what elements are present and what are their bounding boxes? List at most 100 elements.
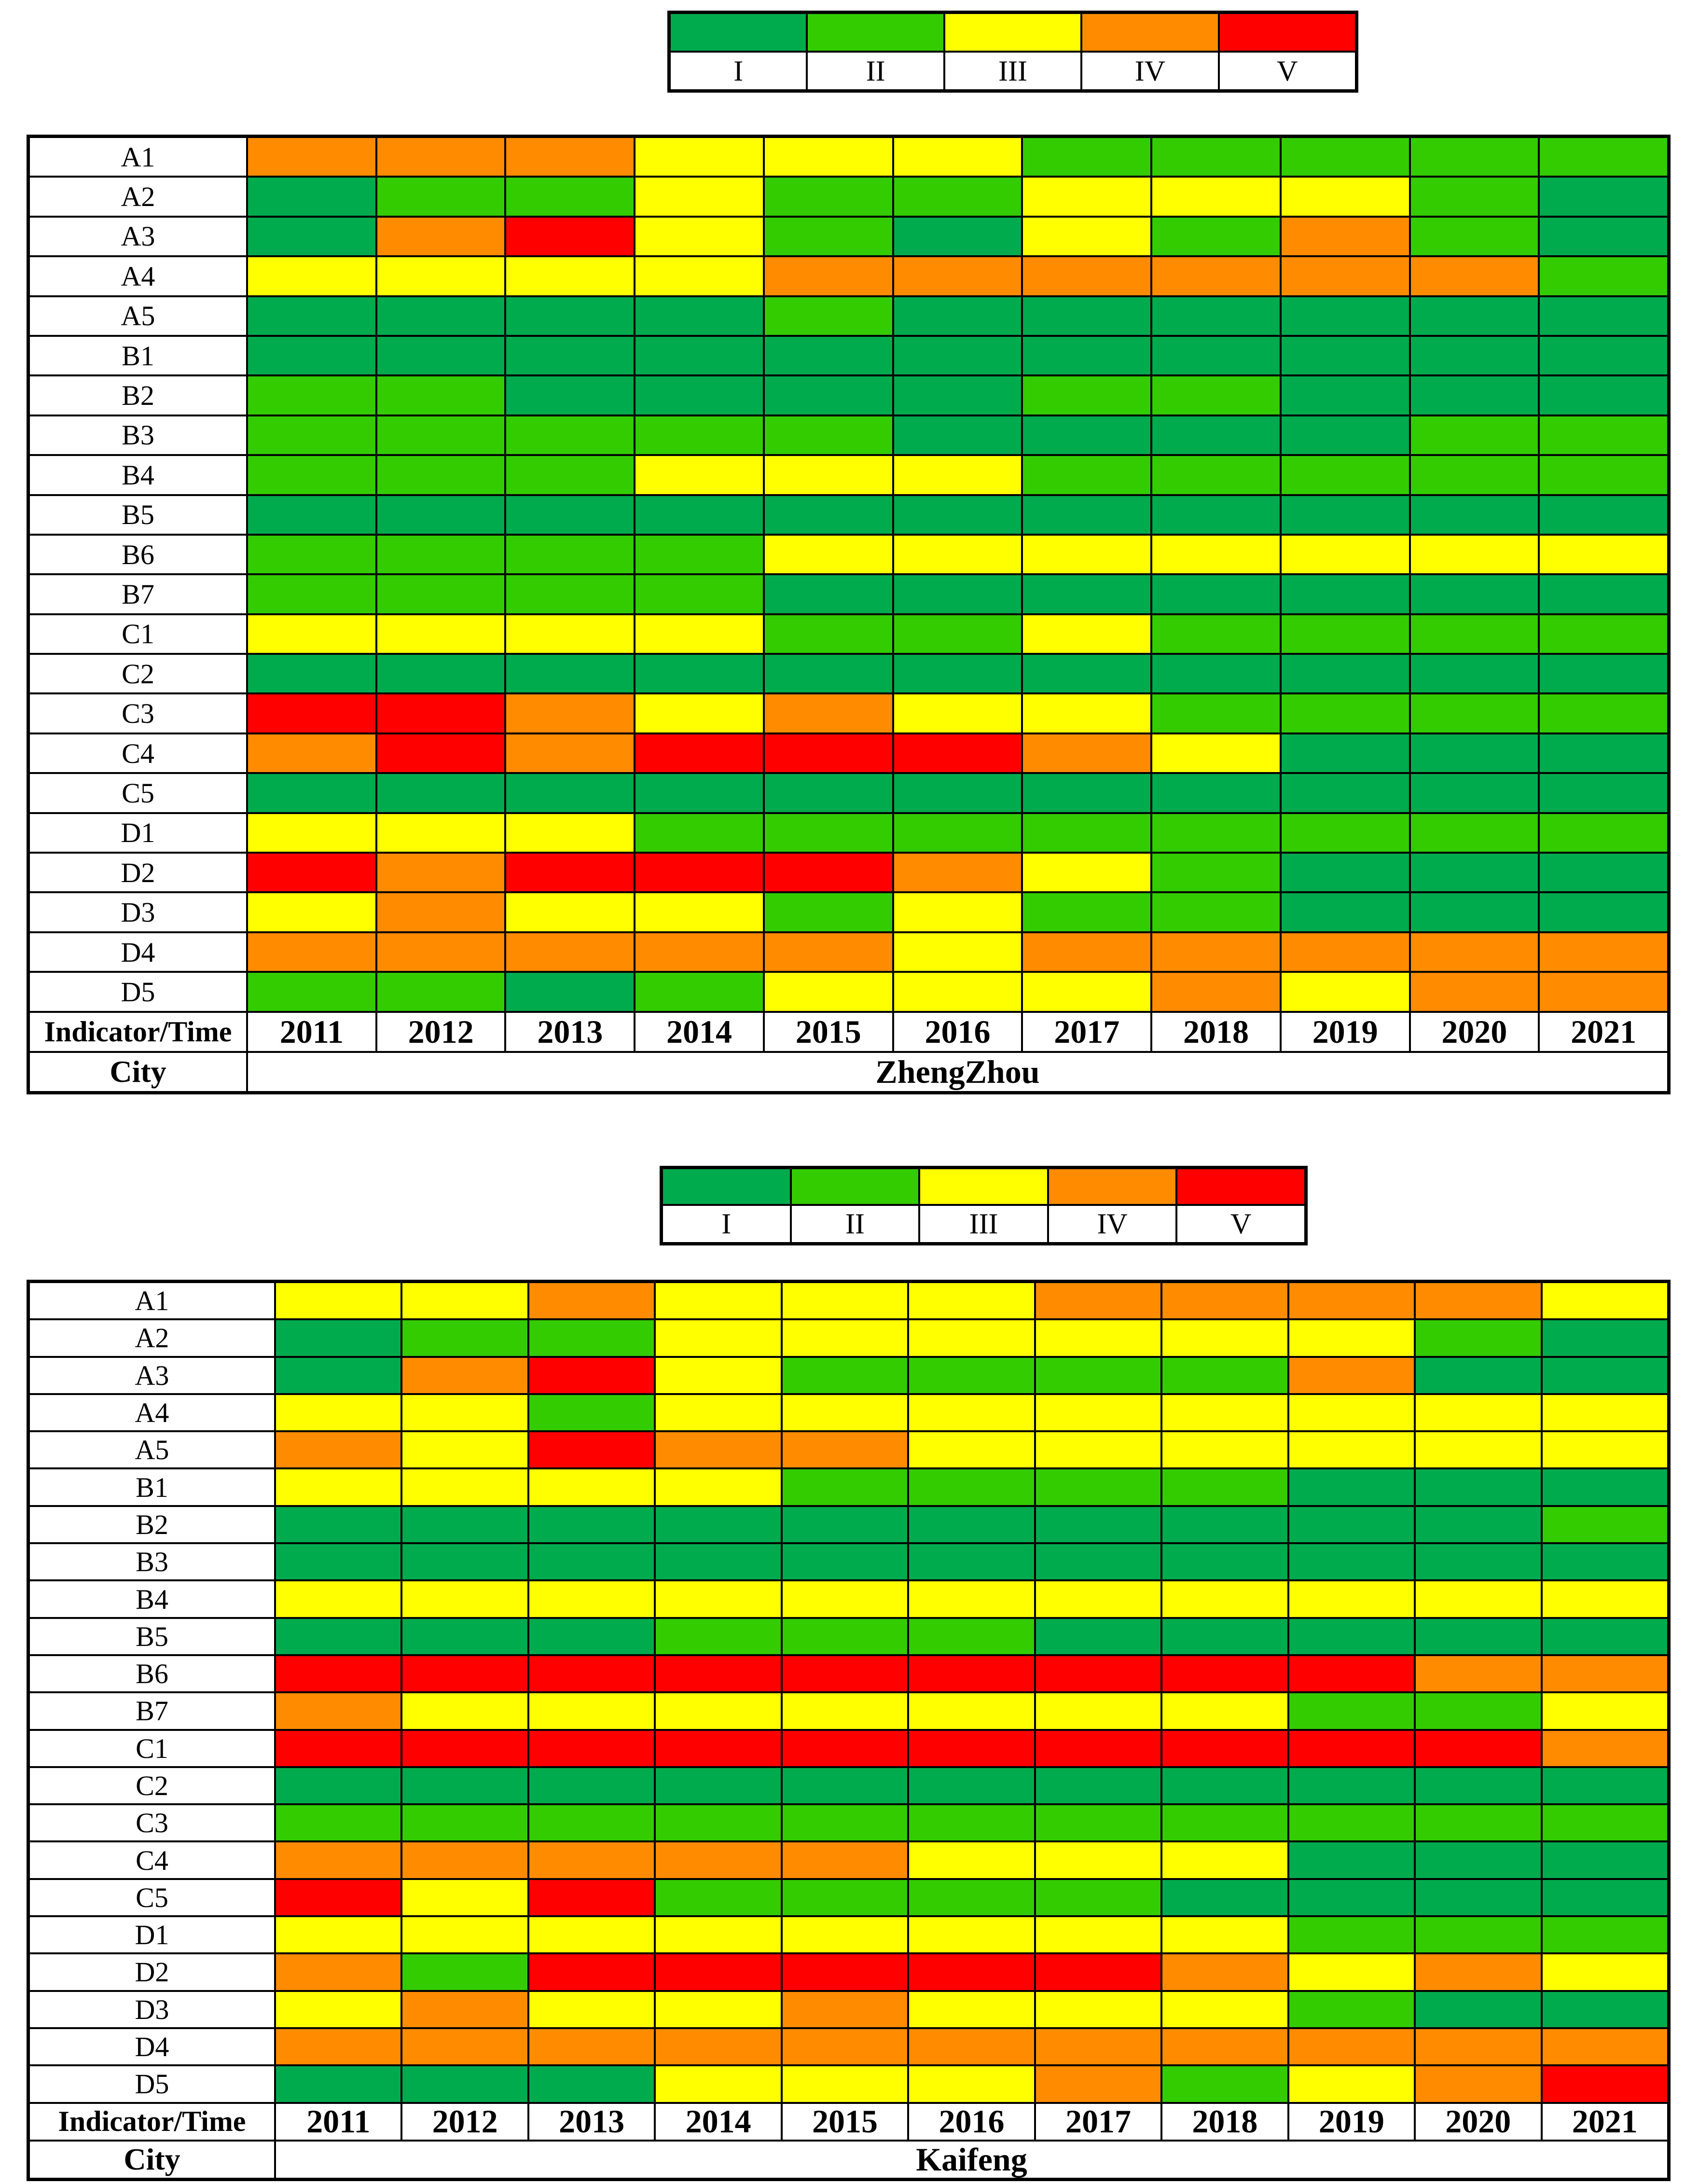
heat-cell-Kaifeng-C3-2019: [1288, 1804, 1415, 1842]
heat-cell-ZhengZhou-D4-2017: [1022, 932, 1152, 972]
heat-cell-Kaifeng-D2-2017: [1035, 1953, 1162, 1991]
heat-cell-Kaifeng-C3-2018: [1161, 1804, 1288, 1842]
legend-label-V: V: [1176, 1205, 1305, 1243]
heat-cell-ZhengZhou-C1-2014: [635, 614, 764, 654]
heat-cell-ZhengZhou-A2-2019: [1280, 177, 1410, 217]
heat-cell-ZhengZhou-B7-2018: [1151, 574, 1281, 614]
heat-cell-Kaifeng-B7-2015: [781, 1692, 909, 1730]
heat-cell-Kaifeng-D2-2013: [528, 1953, 655, 1991]
heat-cell-Kaifeng-C4-2019: [1288, 1841, 1415, 1879]
heat-cell-ZhengZhou-B4-2014: [635, 455, 764, 495]
heat-cell-ZhengZhou-B5-2019: [1280, 495, 1410, 535]
heat-cell-Kaifeng-A4-2020: [1415, 1394, 1542, 1432]
heat-cell-Kaifeng-A5-2019: [1288, 1431, 1415, 1469]
heat-cell-Kaifeng-A5-2017: [1035, 1431, 1162, 1469]
row-label-C1: C1: [29, 1729, 275, 1767]
heat-cell-ZhengZhou-A4-2017: [1022, 256, 1152, 296]
heat-cell-ZhengZhou-C5-2011: [247, 773, 376, 813]
heat-cell-Kaifeng-B5-2012: [401, 1617, 528, 1655]
heat-cell-ZhengZhou-A5-2011: [247, 296, 376, 336]
heat-cell-Kaifeng-D2-2014: [655, 1953, 782, 1991]
heat-cell-ZhengZhou-B3-2011: [247, 415, 376, 456]
heat-cell-Kaifeng-C3-2021: [1541, 1804, 1668, 1842]
heat-cell-Kaifeng-C2-2014: [655, 1767, 782, 1805]
heat-cell-Kaifeng-D3-2018: [1161, 1990, 1288, 2028]
heat-cell-ZhengZhou-C3-2014: [635, 693, 764, 733]
heat-cell-Kaifeng-B3-2014: [655, 1543, 782, 1581]
heat-cell-ZhengZhou-A2-2011: [247, 177, 376, 217]
heat-cell-ZhengZhou-C4-2018: [1151, 733, 1281, 774]
heat-cell-Kaifeng-D2-2018: [1161, 1953, 1288, 1991]
row-label-A1: A1: [29, 137, 247, 177]
heat-cell-ZhengZhou-B4-2012: [376, 455, 506, 495]
row-label-D1: D1: [29, 1916, 275, 1954]
heat-cell-ZhengZhou-B5-2013: [505, 495, 635, 535]
heat-cell-Kaifeng-C2-2015: [781, 1767, 909, 1805]
row-label-D2: D2: [29, 1953, 275, 1991]
heat-cell-ZhengZhou-C2-2021: [1539, 654, 1668, 694]
heat-cell-ZhengZhou-A3-2018: [1151, 216, 1281, 257]
heat-cell-Kaifeng-C2-2016: [908, 1767, 1035, 1805]
heat-cell-Kaifeng-C5-2015: [781, 1879, 909, 1917]
legend-label-III: III: [919, 1205, 1048, 1243]
heat-cell-ZhengZhou-C3-2011: [247, 693, 376, 733]
corner-label: Indicator/Time: [29, 2102, 275, 2141]
heat-cell-ZhengZhou-A4-2021: [1539, 256, 1668, 296]
heat-cell-ZhengZhou-B1-2016: [893, 335, 1022, 376]
legend-zhengzhou: I II III IV V: [667, 11, 1358, 93]
heat-cell-Kaifeng-B3-2015: [781, 1543, 909, 1581]
row-label-B5: B5: [29, 1617, 275, 1655]
heat-cell-Kaifeng-C5-2011: [275, 1879, 402, 1917]
heat-cell-ZhengZhou-B5-2016: [893, 495, 1022, 535]
heat-cell-Kaifeng-A3-2011: [275, 1356, 402, 1394]
heat-cell-Kaifeng-C3-2013: [528, 1804, 655, 1842]
heat-cell-Kaifeng-D3-2019: [1288, 1990, 1415, 2028]
heat-cell-ZhengZhou-D3-2021: [1539, 892, 1668, 932]
heat-cell-Kaifeng-A2-2016: [908, 1319, 1035, 1357]
heat-cell-Kaifeng-B4-2019: [1288, 1580, 1415, 1618]
heat-cell-Kaifeng-B3-2021: [1541, 1543, 1668, 1581]
heat-cell-Kaifeng-B7-2011: [275, 1692, 402, 1730]
heat-cell-ZhengZhou-D4-2018: [1151, 932, 1281, 972]
heat-cell-ZhengZhou-B3-2019: [1280, 415, 1410, 456]
row-label-D1: D1: [29, 813, 247, 853]
heat-cell-Kaifeng-D5-2011: [275, 2065, 402, 2103]
heat-cell-ZhengZhou-A3-2014: [635, 216, 764, 257]
heat-cell-ZhengZhou-B6-2021: [1539, 534, 1668, 575]
heat-cell-Kaifeng-B2-2012: [401, 1506, 528, 1544]
heat-cell-Kaifeng-D2-2020: [1415, 1953, 1542, 1991]
heat-cell-Kaifeng-B2-2017: [1035, 1506, 1162, 1544]
heat-cell-ZhengZhou-A5-2012: [376, 296, 506, 336]
heat-cell-ZhengZhou-B5-2017: [1022, 495, 1152, 535]
heat-cell-Kaifeng-C2-2019: [1288, 1767, 1415, 1805]
heat-cell-ZhengZhou-B6-2012: [376, 534, 506, 575]
row-label-A5: A5: [29, 296, 247, 336]
heat-cell-Kaifeng-A5-2021: [1541, 1431, 1668, 1469]
heat-cell-ZhengZhou-C3-2016: [893, 693, 1022, 733]
heat-cell-Kaifeng-C3-2015: [781, 1804, 909, 1842]
heat-cell-Kaifeng-D1-2012: [401, 1916, 528, 1954]
legend-label-II: II: [807, 52, 944, 90]
row-label-D4: D4: [29, 932, 247, 972]
heat-cell-Kaifeng-A4-2013: [528, 1394, 655, 1432]
heat-cell-Kaifeng-B7-2014: [655, 1692, 782, 1730]
heat-cell-ZhengZhou-B2-2018: [1151, 375, 1281, 415]
heat-cell-Kaifeng-C4-2012: [401, 1841, 528, 1879]
heat-cell-Kaifeng-A4-2012: [401, 1394, 528, 1432]
heat-cell-ZhengZhou-D2-2016: [893, 853, 1022, 893]
row-label-A2: A2: [29, 1319, 275, 1357]
row-label-C4: C4: [29, 733, 247, 774]
legend-swatch-IV: [1048, 1168, 1177, 1205]
heat-cell-ZhengZhou-C2-2012: [376, 654, 506, 694]
heat-cell-ZhengZhou-B6-2018: [1151, 534, 1281, 575]
heat-cell-ZhengZhou-C1-2018: [1151, 614, 1281, 654]
heat-cell-ZhengZhou-A2-2013: [505, 177, 635, 217]
heat-cell-Kaifeng-A2-2021: [1541, 1319, 1668, 1357]
heat-cell-ZhengZhou-C1-2011: [247, 614, 376, 654]
heat-cell-Kaifeng-B4-2014: [655, 1580, 782, 1618]
heat-cell-ZhengZhou-B7-2014: [635, 574, 764, 614]
heat-cell-ZhengZhou-C1-2015: [763, 614, 893, 654]
heat-cell-Kaifeng-B6-2016: [908, 1655, 1035, 1693]
heat-cell-ZhengZhou-A2-2020: [1409, 177, 1539, 217]
city-label: City: [29, 2140, 275, 2179]
